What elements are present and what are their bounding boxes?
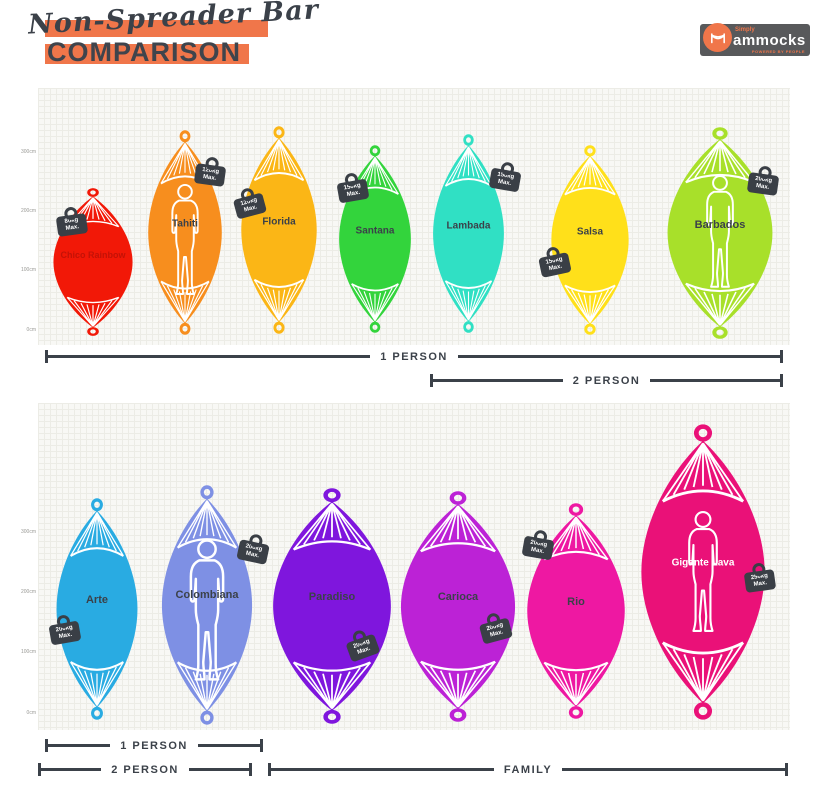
bracket-label: 1 PERSON <box>380 350 448 363</box>
bracket-label: 2 PERSON <box>111 763 179 776</box>
hammock-colombiana: Colombiana 200kg Max. <box>158 485 270 725</box>
hammock-salsa: Salsa 150kg Max. <box>538 145 632 335</box>
person-silhouette <box>688 510 718 632</box>
hammock-tahiti: Tahiti 120kg Max. <box>145 130 227 335</box>
logo-prefix: Simply <box>735 27 755 33</box>
bracket-top-2-person: 2 PERSON <box>430 374 784 387</box>
hammock-carioca: Carioca 200kg Max. <box>396 491 520 722</box>
hammock-name: Rio <box>567 596 585 609</box>
hammock-name: Santana <box>355 225 395 237</box>
title-accent-bar-bottom <box>45 44 249 64</box>
hammock-shape <box>161 485 253 725</box>
axis-tick: 0cm <box>26 327 36 333</box>
hammock-shape <box>667 127 773 339</box>
hammock-name: Paradiso <box>308 590 356 603</box>
hammock-shape <box>433 134 504 333</box>
hammock-chico-rainbow: Chico Rainbow 80kg Max. <box>50 188 136 336</box>
axis-tick: 100cm <box>20 649 36 655</box>
axis-tick: 200cm <box>20 208 36 214</box>
person-silhouette <box>171 184 199 296</box>
page-title-main: COMPARISON <box>47 37 242 67</box>
hammock-shape <box>551 145 629 335</box>
hammock-gigante-lava: Gigante Lava 250kg Max. <box>636 424 777 720</box>
hammock-florida: Florida 120kg Max. <box>232 126 320 334</box>
hammock-paradiso: Paradiso 200kg Max. <box>268 488 396 724</box>
hammock-name: Colombiana <box>175 589 239 602</box>
hammock-shape <box>241 126 317 334</box>
hammock-rio: Rio 200kg Max. <box>521 503 629 719</box>
hammock-icon <box>710 32 725 43</box>
bracket-bottom-1-person: 1 PERSON <box>45 739 264 752</box>
axis-tick: 0cm <box>26 710 36 716</box>
hammock-barbados: Barbados 200kg Max. <box>663 127 780 339</box>
brand-logo: Simply ammocks POWERED BY PEOPLE <box>700 23 810 56</box>
logo-wordmark: ammocks <box>733 32 806 49</box>
person-silhouette <box>189 539 225 681</box>
bracket-label: 2 PERSON <box>572 374 641 387</box>
hammock-name: Gigante Lava <box>671 557 735 569</box>
axis-tick: 100cm <box>20 267 36 273</box>
hammock-santana: Santana 150kg Max. <box>336 145 414 333</box>
hammock-shape <box>641 424 765 720</box>
hammock-name: Chico Rainbow <box>60 250 126 261</box>
bracket-label: FAMILY <box>503 763 553 776</box>
hammock-name: Florida <box>262 216 296 228</box>
hammock-logo-icon <box>703 23 732 52</box>
hammock-name: Salsa <box>576 226 604 238</box>
bracket-top-1-person: 1 PERSON <box>45 350 784 363</box>
hammock-shape <box>527 503 625 719</box>
hammock-shape <box>273 488 391 724</box>
bracket-label: 1 PERSON <box>120 739 188 752</box>
hammock-name: Tahiti <box>172 218 198 230</box>
hammock-arte: Arte 200kg Max. <box>48 498 141 720</box>
hammock-shape <box>53 188 133 336</box>
hammock-name: Lambada <box>446 220 491 232</box>
person-silhouette <box>706 174 734 288</box>
hammock-shape <box>56 498 138 720</box>
bracket-bottom-family: FAMILY <box>268 763 789 776</box>
hammock-shape <box>148 130 222 335</box>
axis-tick: 300cm <box>20 529 36 535</box>
hammock-name: Carioca <box>437 591 479 604</box>
title-accent-bar-top <box>45 20 268 37</box>
hammock-name: Arte <box>85 594 108 607</box>
hammock-lambada: Lambada 150kg Max. <box>430 134 522 333</box>
header: Non-Spreader Bar COMPARISON Simply ammoc… <box>0 0 824 88</box>
axis-tick: 200cm <box>20 589 36 595</box>
hammock-shape <box>400 491 516 722</box>
bracket-bottom-2-person: 2 PERSON <box>38 763 253 776</box>
logo-tagline: POWERED BY PEOPLE <box>751 49 805 54</box>
axis-tick: 300cm <box>20 149 36 155</box>
hammock-name: Barbados <box>694 218 746 231</box>
